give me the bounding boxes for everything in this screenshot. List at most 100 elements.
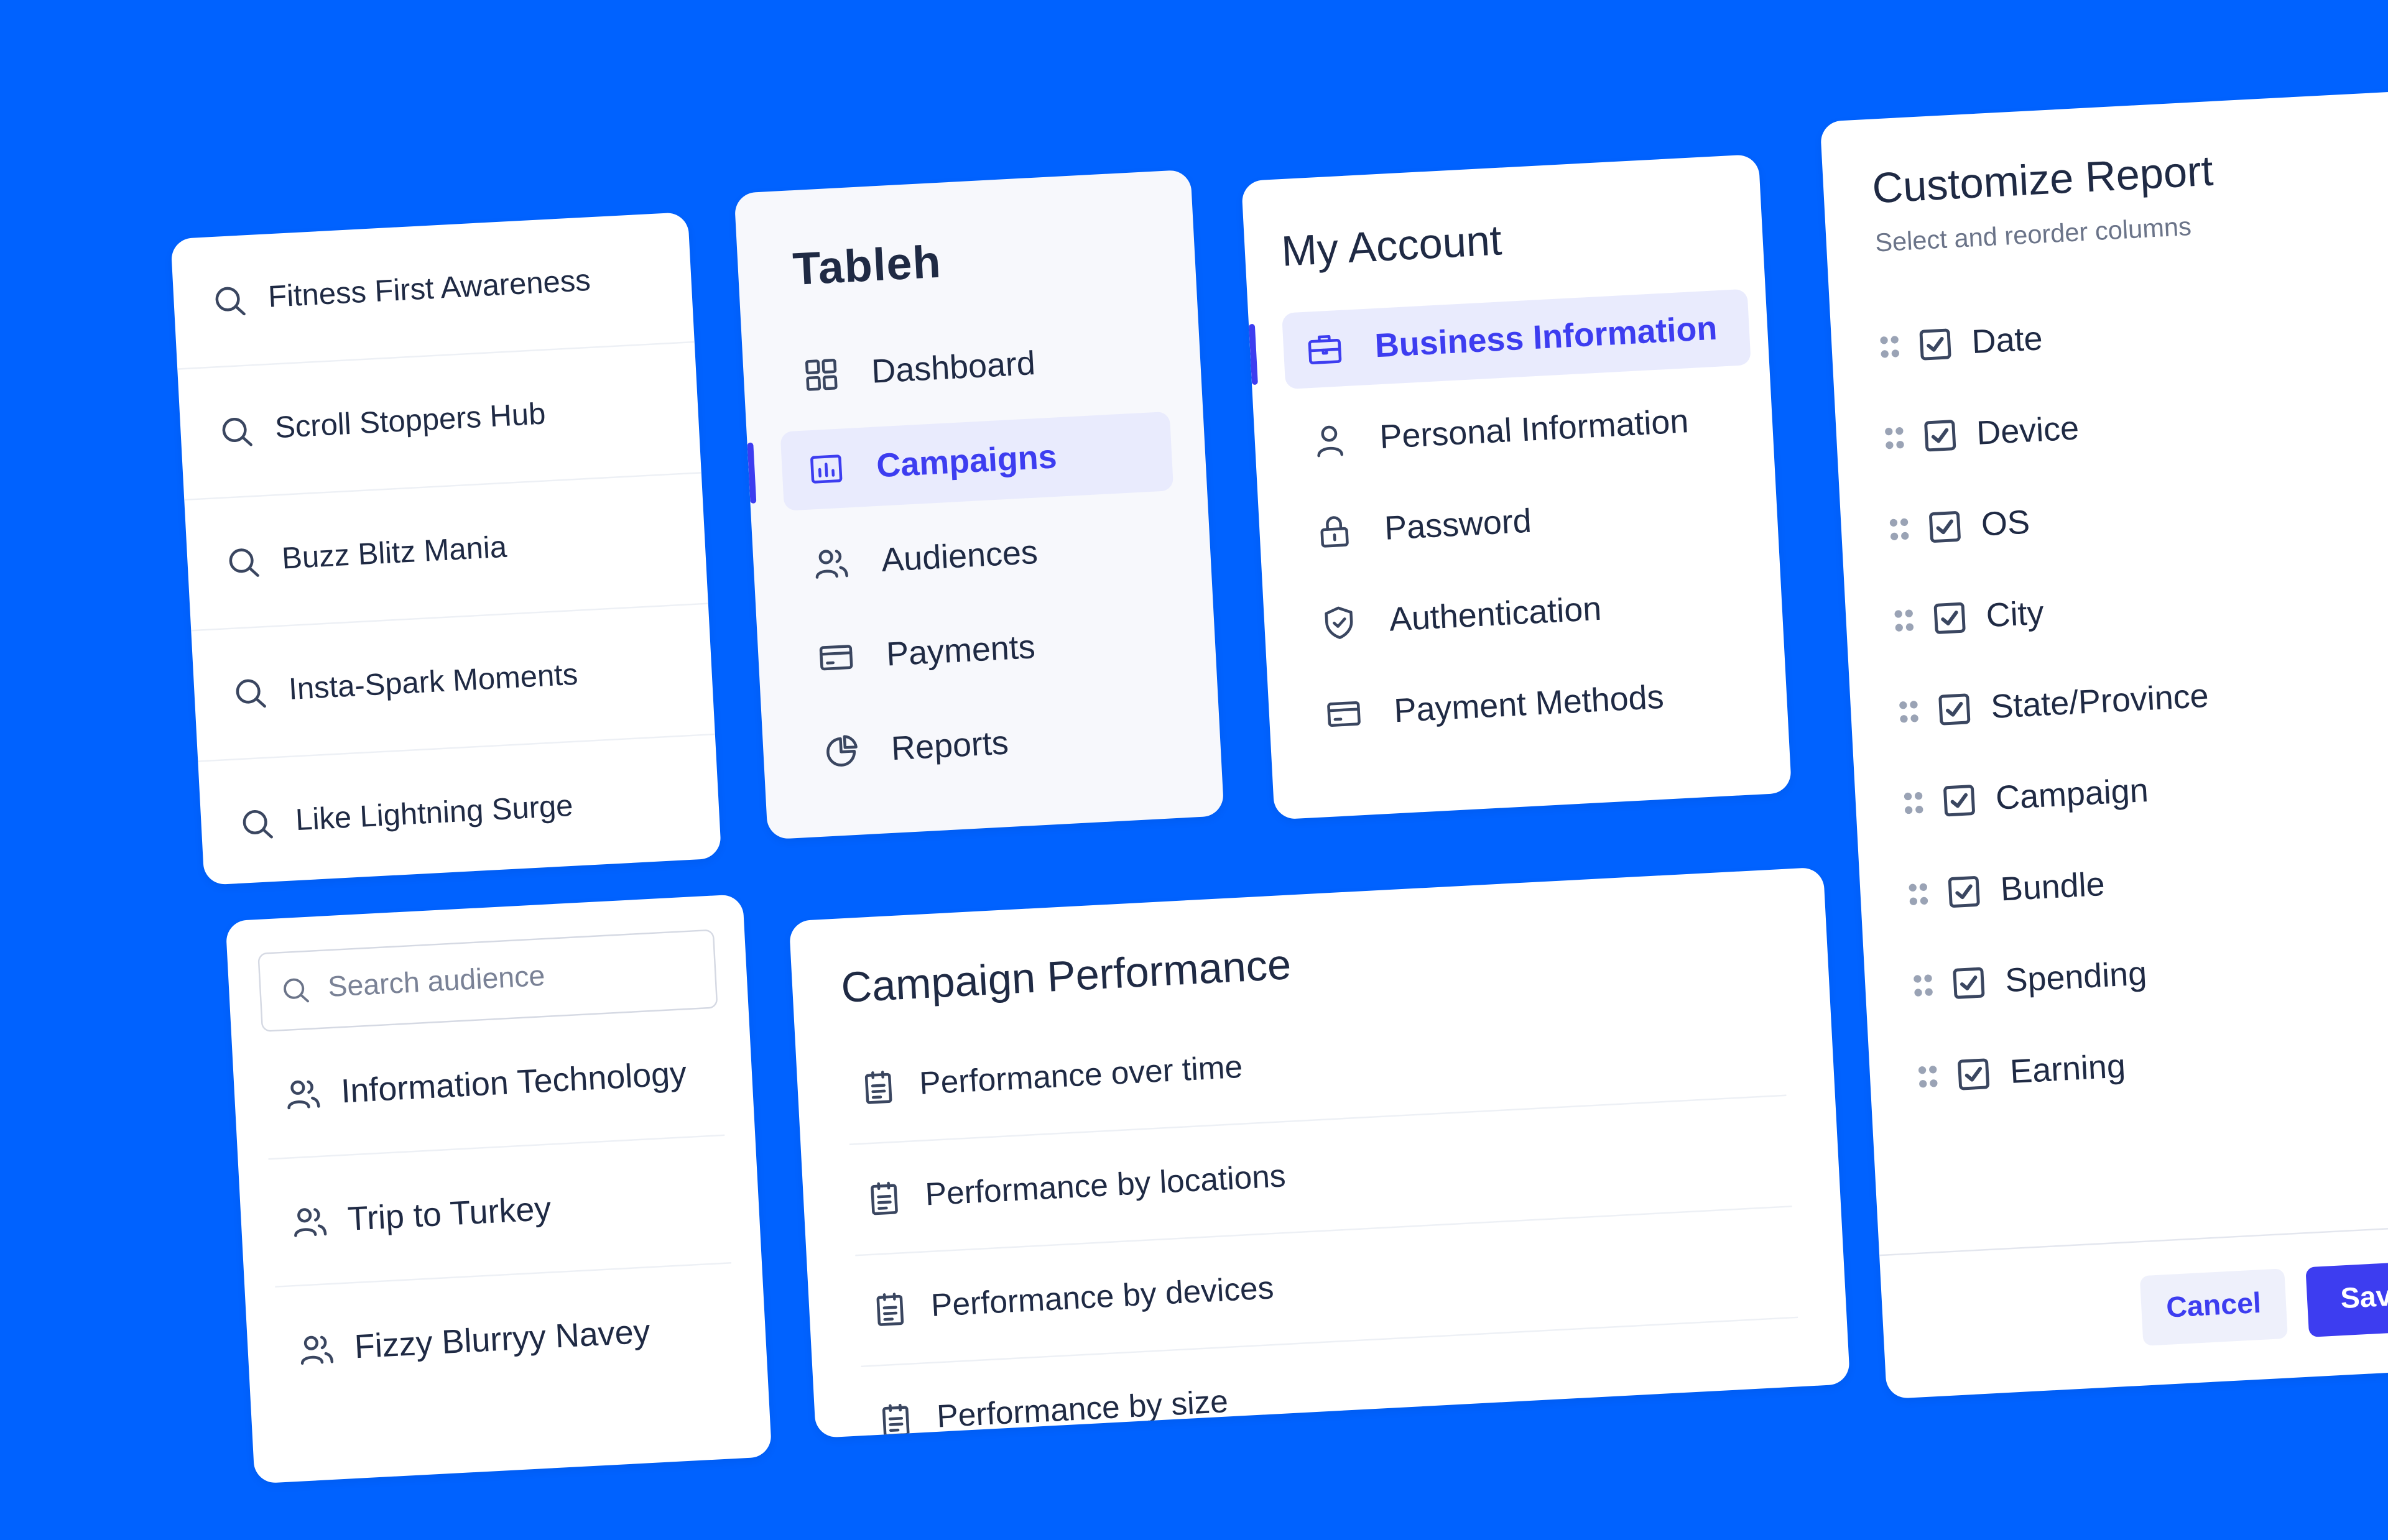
drag-handle-icon[interactable] — [1909, 883, 1928, 905]
column-checkbox[interactable] — [1919, 328, 1951, 361]
drag-handle-icon[interactable] — [1899, 700, 1918, 723]
check-icon — [1965, 1066, 1983, 1082]
drag-handle-icon[interactable] — [1894, 609, 1914, 632]
column-checkbox[interactable] — [1938, 693, 1971, 726]
drag-handle-icon[interactable] — [1884, 426, 1904, 450]
campaign-label: Buzz Blitz Mania — [280, 531, 508, 576]
sidebar-item-label: Dashboard — [870, 344, 1037, 390]
clipboard-icon — [871, 1181, 898, 1215]
users-icon — [300, 1335, 334, 1364]
list-item[interactable]: Like Lightning Surge — [198, 735, 721, 885]
column-checkbox[interactable] — [1953, 967, 1985, 999]
menu-item-authentication[interactable]: Authentication — [1296, 563, 1766, 663]
users-icon — [287, 1079, 320, 1109]
menu-item-label: Business Information — [1374, 308, 1718, 365]
report-link-label: Performance by size — [936, 1385, 1229, 1435]
menu-item-business-information[interactable]: Business Information — [1248, 288, 1751, 390]
sidebar-item-reports[interactable]: Reports — [795, 694, 1188, 794]
column-row[interactable]: Bundle — [1907, 818, 2388, 940]
column-checkbox[interactable] — [1928, 510, 1961, 543]
sidebar-item-audiences[interactable]: Audiences — [785, 505, 1178, 605]
search-input[interactable]: Search audience — [257, 929, 718, 1033]
save-button[interactable]: Save Cl — [2305, 1256, 2388, 1337]
report-link-label: Performance by locations — [924, 1159, 1287, 1213]
list-item[interactable]: Information Technology — [261, 1008, 725, 1160]
users-icon — [294, 1207, 327, 1237]
report-link[interactable]: Performance by devices — [855, 1207, 1798, 1368]
campaign-label: Like Lightning Surge — [294, 790, 574, 838]
report-title: Customize Report — [1871, 147, 2214, 213]
column-label: Device — [1975, 408, 2080, 453]
check-icon — [1950, 793, 1968, 808]
column-row[interactable]: City — [1892, 545, 2388, 666]
cancel-button[interactable]: Cancel — [2139, 1268, 2288, 1346]
search-icon — [284, 978, 309, 1003]
search-icon — [215, 286, 246, 315]
sidebar-item-label: Payments — [885, 627, 1037, 673]
campaign-label: Insta-Spark Moments — [287, 658, 579, 708]
report-footer: Cancel Save Cl — [1879, 1221, 2388, 1399]
sidebar-item-label: Reports — [890, 723, 1010, 768]
list-item[interactable]: Fizzy Blurryy Navey — [275, 1263, 738, 1413]
column-checkbox[interactable] — [1957, 1058, 1990, 1090]
column-checkbox[interactable] — [1948, 875, 1980, 908]
column-label: Spending — [2004, 954, 2148, 1000]
sidebar-item-dashboard[interactable]: Dashboard — [775, 317, 1169, 417]
briefcase-icon — [1308, 334, 1342, 365]
check-icon — [1931, 428, 1949, 443]
list-item[interactable]: Trip to Turkey — [268, 1136, 732, 1288]
menu-item-personal-information[interactable]: Personal Information — [1287, 380, 1756, 481]
column-row[interactable]: Date — [1878, 271, 2388, 393]
column-label: OS — [1980, 502, 2031, 543]
active-indicator — [747, 442, 757, 504]
sidebar-nav-card: Tableh Dashboard Campaigns Audiences Pay… — [734, 169, 1224, 840]
chart-icon — [810, 454, 843, 484]
account-menu-card: My Account Business Information Personal… — [1241, 154, 1792, 820]
column-checkbox[interactable] — [1943, 785, 1976, 817]
check-icon — [1960, 975, 1978, 990]
report-link[interactable]: Performance over time — [843, 985, 1787, 1145]
column-row[interactable]: Earning — [1917, 1000, 2388, 1122]
search-icon — [222, 417, 252, 446]
search-icon — [243, 809, 273, 838]
column-label: State/Province — [1989, 676, 2210, 726]
list-item[interactable]: Fitness First Awareness — [170, 211, 695, 370]
column-row[interactable]: Spending — [1912, 910, 2388, 1031]
drag-handle-icon[interactable] — [1913, 974, 1933, 997]
list-item[interactable]: Scroll Stoppers Hub — [177, 343, 701, 501]
menu-item-payment-methods[interactable]: Payment Methods — [1301, 654, 1770, 755]
check-icon — [1955, 884, 1973, 900]
campaign-label: Fitness First Awareness — [267, 264, 592, 315]
column-checkbox[interactable] — [1933, 602, 1966, 635]
shield-icon — [1325, 606, 1353, 639]
brand-logo: Tableh — [792, 237, 943, 296]
pie-chart-icon — [826, 735, 858, 767]
menu-item-password[interactable]: Password — [1291, 471, 1761, 572]
column-row[interactable]: State/Province — [1897, 636, 2388, 758]
column-list: Date Device OS City State/Province — [1878, 271, 2388, 1123]
report-link[interactable]: Performance by locations — [849, 1095, 1792, 1256]
search-placeholder: Search audience — [327, 961, 546, 1005]
drag-handle-icon[interactable] — [1880, 336, 1900, 358]
active-indicator — [1248, 323, 1258, 385]
sidebar-item-campaigns[interactable]: Campaigns — [747, 411, 1174, 511]
column-row[interactable]: OS — [1888, 453, 2388, 575]
sidebar-item-payments[interactable]: Payments — [790, 600, 1183, 699]
drag-handle-icon[interactable] — [1918, 1065, 1938, 1088]
user-icon — [1317, 425, 1343, 458]
column-row[interactable]: Campaign — [1902, 727, 2388, 849]
campaign-performance-card: Campaign Performance Performance over ti… — [789, 867, 1851, 1439]
lock-icon — [1320, 516, 1349, 548]
drag-handle-icon[interactable] — [1904, 791, 1923, 814]
list-item[interactable]: Insta-Spark Moments — [191, 604, 715, 762]
drag-handle-icon[interactable] — [1889, 518, 1909, 540]
menu-item-label: Authentication — [1388, 589, 1603, 639]
column-row[interactable]: Device — [1883, 362, 2388, 484]
search-icon — [236, 678, 266, 708]
sidebar-item-label: Campaigns — [875, 437, 1058, 485]
dashboard-icon — [805, 359, 838, 391]
campaign-label: Scroll Stoppers Hub — [274, 397, 547, 446]
check-icon — [1936, 519, 1953, 535]
list-item[interactable]: Buzz Blitz Mania — [184, 473, 708, 632]
column-checkbox[interactable] — [1924, 420, 1956, 452]
